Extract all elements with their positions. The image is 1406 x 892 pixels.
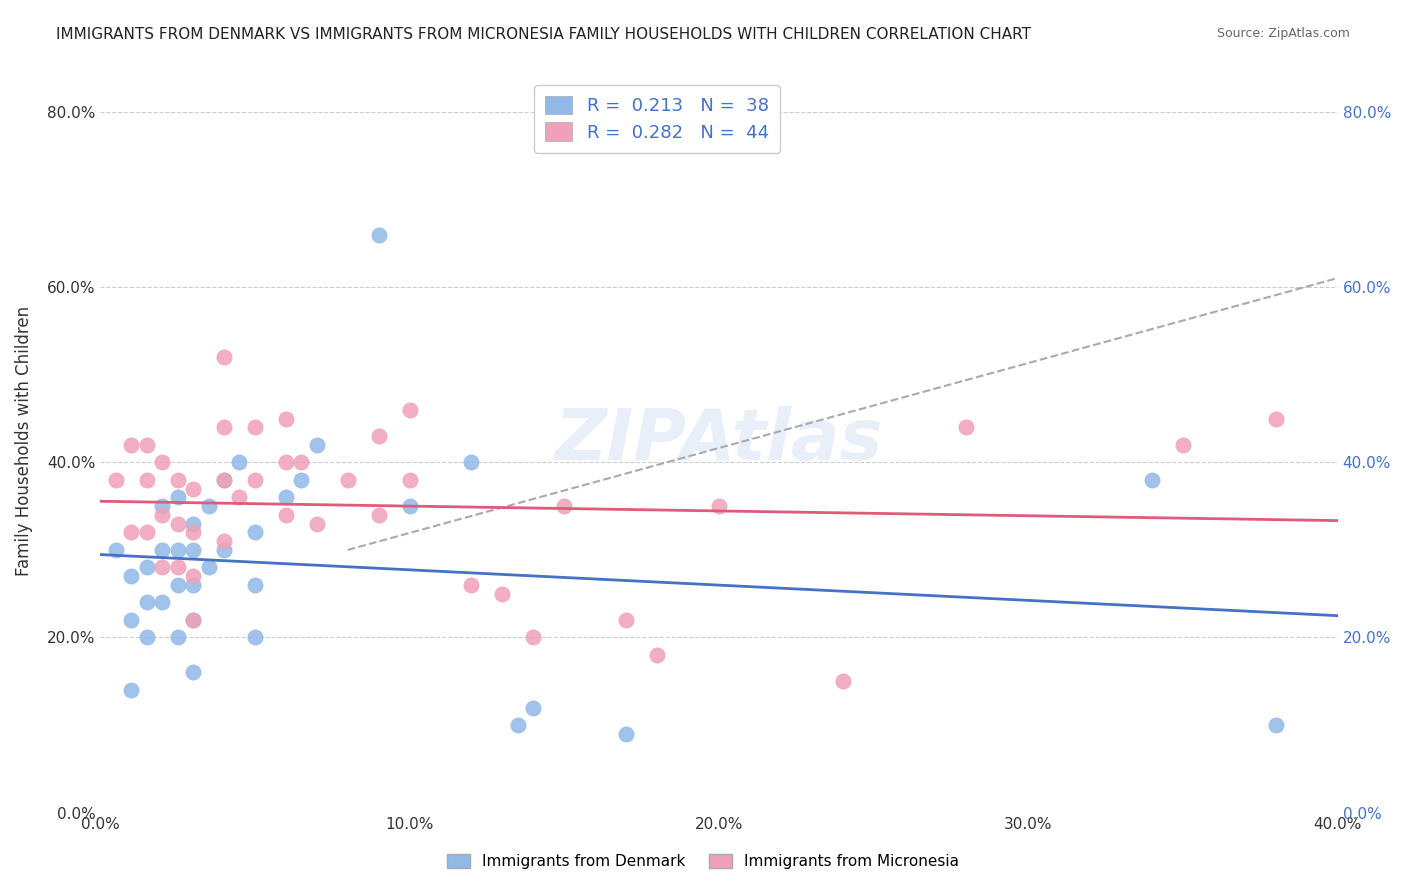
Point xyxy=(290,455,312,469)
Point xyxy=(398,499,420,513)
Point xyxy=(614,727,637,741)
Point xyxy=(135,595,157,609)
Point xyxy=(104,473,127,487)
Point xyxy=(212,534,235,549)
Point xyxy=(274,411,297,425)
Point xyxy=(150,543,173,558)
Point xyxy=(166,473,188,487)
Text: ZIPAtlas: ZIPAtlas xyxy=(555,406,883,475)
Point xyxy=(212,351,235,365)
Point xyxy=(135,560,157,574)
Point xyxy=(181,525,204,540)
Point xyxy=(553,499,575,513)
Point xyxy=(181,569,204,583)
Point xyxy=(243,525,266,540)
Point xyxy=(1140,473,1163,487)
Point xyxy=(181,613,204,627)
Point xyxy=(831,674,853,689)
Point xyxy=(212,420,235,434)
Point xyxy=(243,578,266,592)
Point xyxy=(135,525,157,540)
Point xyxy=(197,560,219,574)
Point xyxy=(135,631,157,645)
Point xyxy=(522,631,544,645)
Point xyxy=(166,543,188,558)
Point xyxy=(166,516,188,531)
Point xyxy=(398,403,420,417)
Point xyxy=(1264,411,1286,425)
Point xyxy=(305,438,328,452)
Point xyxy=(1171,438,1194,452)
Point xyxy=(491,587,513,601)
Point xyxy=(367,508,389,522)
Point xyxy=(274,508,297,522)
Point xyxy=(460,455,482,469)
Point xyxy=(166,560,188,574)
Point xyxy=(120,683,142,698)
Point xyxy=(120,613,142,627)
Point xyxy=(181,516,204,531)
Text: Source: ZipAtlas.com: Source: ZipAtlas.com xyxy=(1216,27,1350,40)
Point xyxy=(1264,718,1286,732)
Point xyxy=(166,491,188,505)
Point xyxy=(212,543,235,558)
Point xyxy=(181,665,204,680)
Point xyxy=(367,429,389,443)
Point xyxy=(135,438,157,452)
Point xyxy=(150,560,173,574)
Point xyxy=(181,578,204,592)
Point xyxy=(645,648,668,662)
Point xyxy=(707,499,730,513)
Legend: R =  0.213   N =  38, R =  0.282   N =  44: R = 0.213 N = 38, R = 0.282 N = 44 xyxy=(534,85,780,153)
Point xyxy=(120,438,142,452)
Point xyxy=(274,455,297,469)
Point xyxy=(274,491,297,505)
Y-axis label: Family Households with Children: Family Households with Children xyxy=(15,305,32,575)
Point xyxy=(120,525,142,540)
Point xyxy=(212,473,235,487)
Point xyxy=(181,543,204,558)
Point xyxy=(150,499,173,513)
Point xyxy=(228,491,250,505)
Point xyxy=(367,227,389,242)
Point xyxy=(150,508,173,522)
Point xyxy=(614,613,637,627)
Point xyxy=(398,473,420,487)
Point xyxy=(197,499,219,513)
Point xyxy=(243,473,266,487)
Legend: Immigrants from Denmark, Immigrants from Micronesia: Immigrants from Denmark, Immigrants from… xyxy=(441,848,965,875)
Point xyxy=(955,420,977,434)
Point xyxy=(150,595,173,609)
Point xyxy=(150,455,173,469)
Point xyxy=(181,613,204,627)
Point xyxy=(228,455,250,469)
Point xyxy=(522,700,544,714)
Point xyxy=(104,543,127,558)
Point xyxy=(506,718,529,732)
Point xyxy=(166,631,188,645)
Point xyxy=(243,420,266,434)
Point xyxy=(120,569,142,583)
Point xyxy=(166,578,188,592)
Point xyxy=(181,482,204,496)
Point xyxy=(212,473,235,487)
Point xyxy=(135,473,157,487)
Text: IMMIGRANTS FROM DENMARK VS IMMIGRANTS FROM MICRONESIA FAMILY HOUSEHOLDS WITH CHI: IMMIGRANTS FROM DENMARK VS IMMIGRANTS FR… xyxy=(56,27,1031,42)
Point xyxy=(336,473,359,487)
Point xyxy=(290,473,312,487)
Point xyxy=(305,516,328,531)
Point xyxy=(460,578,482,592)
Point xyxy=(243,631,266,645)
